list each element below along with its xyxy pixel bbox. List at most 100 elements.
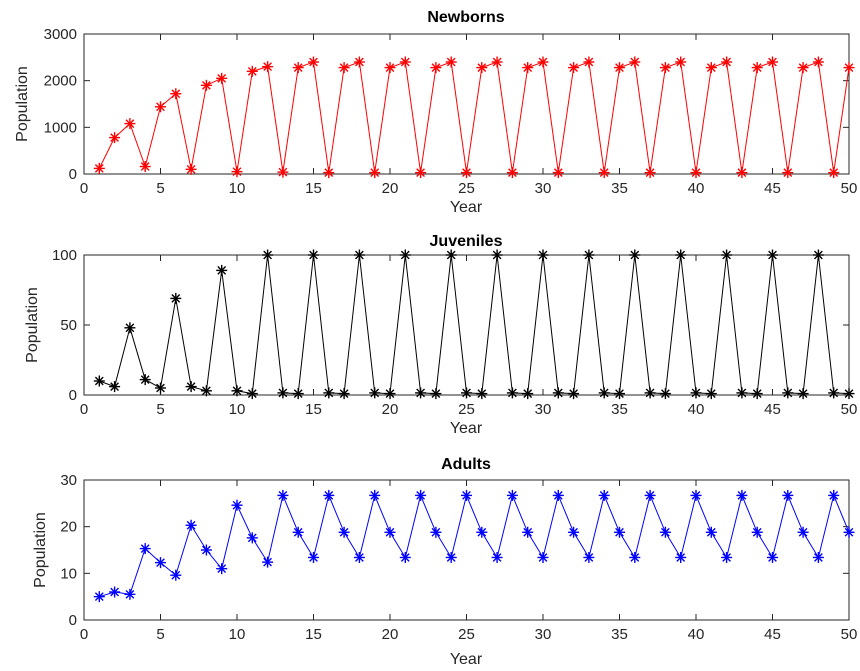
data-point xyxy=(843,526,855,538)
data-point xyxy=(629,551,641,563)
x-tick-label: 50 xyxy=(841,180,858,197)
data-point xyxy=(93,375,105,387)
data-point xyxy=(308,551,319,563)
y-axis-label: Population xyxy=(24,287,41,363)
data-point xyxy=(767,551,778,563)
data-point xyxy=(614,388,625,400)
data-point xyxy=(170,292,182,304)
x-tick-label: 0 xyxy=(80,180,88,197)
data-point xyxy=(537,551,549,563)
y-axis-label: Population xyxy=(32,512,49,588)
x-tick-label: 5 xyxy=(156,180,164,197)
data-point xyxy=(399,249,411,261)
data-point xyxy=(751,526,763,538)
data-point xyxy=(155,557,166,569)
y-tick-label: 10 xyxy=(60,565,77,582)
data-point xyxy=(430,526,442,538)
data-point xyxy=(277,166,289,178)
data-point xyxy=(629,249,641,261)
data-point xyxy=(185,519,197,531)
data-point xyxy=(782,387,794,399)
x-tick-label: 35 xyxy=(611,401,628,418)
data-point xyxy=(185,163,197,175)
data-point xyxy=(491,551,503,563)
data-point xyxy=(751,62,763,74)
data-point xyxy=(614,62,625,74)
data-point xyxy=(139,543,151,555)
x-tick-label: 15 xyxy=(305,401,322,418)
data-point xyxy=(292,388,304,400)
data-point xyxy=(338,388,350,400)
data-point xyxy=(552,167,564,179)
data-point xyxy=(200,544,212,556)
data-point xyxy=(155,101,166,113)
x-tick-label: 25 xyxy=(458,180,475,197)
data-point xyxy=(598,167,610,179)
data-point xyxy=(369,489,381,501)
y-tick-label: 0 xyxy=(69,612,77,629)
data-point xyxy=(461,387,472,399)
data-point xyxy=(736,489,748,501)
data-point xyxy=(659,62,671,74)
x-tick-label: 20 xyxy=(382,401,399,418)
plot-marks xyxy=(83,33,855,621)
data-point xyxy=(705,526,717,538)
data-point xyxy=(476,62,488,74)
data-point xyxy=(231,499,243,511)
x-tick-label: 25 xyxy=(458,401,475,418)
data-point xyxy=(705,62,717,74)
x-tick-label: 0 xyxy=(80,626,88,643)
data-point xyxy=(323,489,335,501)
data-point xyxy=(614,526,625,538)
data-point xyxy=(797,62,809,74)
data-point xyxy=(797,526,809,538)
x-tick-label: 30 xyxy=(535,401,552,418)
x-tick-labels: 0 5 10 15 20 25 30 35 40 45 50 xyxy=(80,626,858,643)
data-point xyxy=(675,56,687,68)
data-point xyxy=(690,489,702,501)
data-point xyxy=(353,551,365,563)
data-point xyxy=(537,249,549,261)
y-tick-label: 30 xyxy=(60,472,77,489)
data-point xyxy=(675,551,687,563)
data-point xyxy=(690,167,702,179)
data-point xyxy=(690,387,702,399)
data-point xyxy=(262,61,274,73)
data-point xyxy=(506,387,518,399)
x-tick-label: 15 xyxy=(305,180,322,197)
data-point xyxy=(139,374,151,386)
data-point xyxy=(705,388,717,400)
data-point xyxy=(445,249,457,261)
y-tick-label: 100 xyxy=(52,247,77,264)
data-point xyxy=(262,249,274,261)
data-point xyxy=(461,489,472,501)
data-point xyxy=(415,167,427,179)
data-point xyxy=(124,588,136,600)
data-point xyxy=(843,62,855,74)
data-point xyxy=(415,489,427,501)
y-tick-label: 50 xyxy=(60,317,77,334)
x-tick-label: 20 xyxy=(382,180,399,197)
data-point xyxy=(170,88,182,100)
plot-area-frame xyxy=(83,33,850,175)
data-point xyxy=(323,167,335,179)
x-tick-label: 50 xyxy=(841,626,858,643)
data-point xyxy=(109,132,121,144)
data-point xyxy=(812,551,824,563)
x-tick-label: 40 xyxy=(688,401,705,418)
data-point xyxy=(369,387,381,399)
data-point xyxy=(812,56,824,68)
data-point xyxy=(323,387,335,399)
data-point xyxy=(644,167,656,179)
x-tick-label: 30 xyxy=(535,180,552,197)
y-tick-label: 2000 xyxy=(44,73,77,90)
data-point xyxy=(736,167,748,179)
y-tick-label: 20 xyxy=(60,519,77,536)
data-point xyxy=(583,56,595,68)
data-point xyxy=(522,388,534,400)
data-point xyxy=(522,62,534,74)
x-tick-label: 5 xyxy=(156,401,164,418)
data-point xyxy=(384,526,396,538)
data-point xyxy=(644,387,656,399)
data-point xyxy=(721,551,733,563)
